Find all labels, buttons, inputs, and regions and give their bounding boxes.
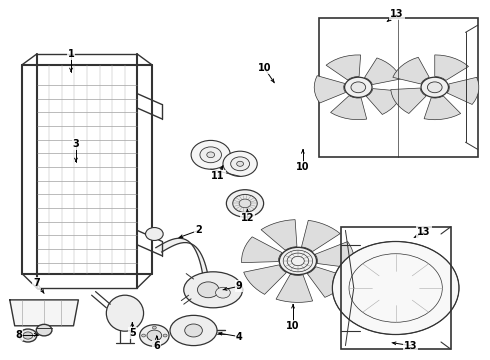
Circle shape xyxy=(152,342,156,345)
Circle shape xyxy=(233,194,257,212)
Circle shape xyxy=(223,151,257,176)
Polygon shape xyxy=(242,237,282,263)
Circle shape xyxy=(332,242,459,334)
Circle shape xyxy=(147,330,162,341)
Polygon shape xyxy=(234,158,240,162)
Circle shape xyxy=(239,199,251,208)
Circle shape xyxy=(237,161,244,166)
Polygon shape xyxy=(435,55,468,80)
Circle shape xyxy=(231,157,249,171)
Polygon shape xyxy=(447,77,479,104)
Circle shape xyxy=(207,152,215,158)
Text: 8: 8 xyxy=(15,330,22,340)
Text: 10: 10 xyxy=(296,162,310,172)
Polygon shape xyxy=(391,88,426,113)
Circle shape xyxy=(191,140,230,169)
Text: 13: 13 xyxy=(417,227,431,237)
Polygon shape xyxy=(242,158,248,163)
Text: 13: 13 xyxy=(404,341,417,351)
Circle shape xyxy=(279,247,317,275)
Polygon shape xyxy=(201,153,207,158)
Polygon shape xyxy=(367,89,402,114)
Polygon shape xyxy=(232,162,237,167)
Polygon shape xyxy=(393,57,429,84)
Circle shape xyxy=(140,325,169,346)
Polygon shape xyxy=(244,265,286,294)
Polygon shape xyxy=(326,55,361,80)
Text: 10: 10 xyxy=(258,63,271,73)
Text: 11: 11 xyxy=(211,171,225,181)
Polygon shape xyxy=(213,155,220,161)
Text: 3: 3 xyxy=(73,139,79,149)
Circle shape xyxy=(226,190,264,217)
Bar xyxy=(341,227,451,349)
Bar xyxy=(318,18,478,157)
Polygon shape xyxy=(235,166,242,170)
Circle shape xyxy=(421,77,448,97)
Text: 9: 9 xyxy=(236,281,243,291)
Text: 12: 12 xyxy=(241,213,254,223)
Text: 5: 5 xyxy=(129,328,136,338)
Polygon shape xyxy=(204,148,211,153)
Polygon shape xyxy=(243,164,248,169)
Circle shape xyxy=(142,334,146,337)
Circle shape xyxy=(200,147,221,163)
Polygon shape xyxy=(307,267,350,297)
Circle shape xyxy=(163,334,167,337)
Polygon shape xyxy=(156,238,211,299)
Circle shape xyxy=(146,228,163,240)
Circle shape xyxy=(427,82,442,93)
Text: 1: 1 xyxy=(68,49,74,59)
Circle shape xyxy=(152,326,156,329)
Polygon shape xyxy=(331,96,367,120)
Circle shape xyxy=(197,282,219,298)
Circle shape xyxy=(19,329,37,342)
Polygon shape xyxy=(424,96,461,120)
Polygon shape xyxy=(261,220,297,250)
Polygon shape xyxy=(314,76,345,103)
Text: 10: 10 xyxy=(286,321,300,331)
Polygon shape xyxy=(10,300,78,326)
Polygon shape xyxy=(205,157,212,162)
Circle shape xyxy=(36,324,52,336)
Polygon shape xyxy=(276,274,313,302)
Circle shape xyxy=(185,324,202,337)
Polygon shape xyxy=(315,242,354,268)
Circle shape xyxy=(351,82,366,93)
Text: 6: 6 xyxy=(153,341,160,351)
Ellipse shape xyxy=(106,295,144,331)
Ellipse shape xyxy=(184,272,243,308)
Circle shape xyxy=(344,77,372,97)
Text: 2: 2 xyxy=(195,225,202,235)
Circle shape xyxy=(216,287,230,298)
Text: 4: 4 xyxy=(236,332,243,342)
Polygon shape xyxy=(365,58,401,85)
Text: 7: 7 xyxy=(33,278,40,288)
Text: 13: 13 xyxy=(390,9,404,19)
Ellipse shape xyxy=(170,315,217,346)
Circle shape xyxy=(23,332,33,339)
Polygon shape xyxy=(213,148,220,154)
Polygon shape xyxy=(301,220,340,252)
